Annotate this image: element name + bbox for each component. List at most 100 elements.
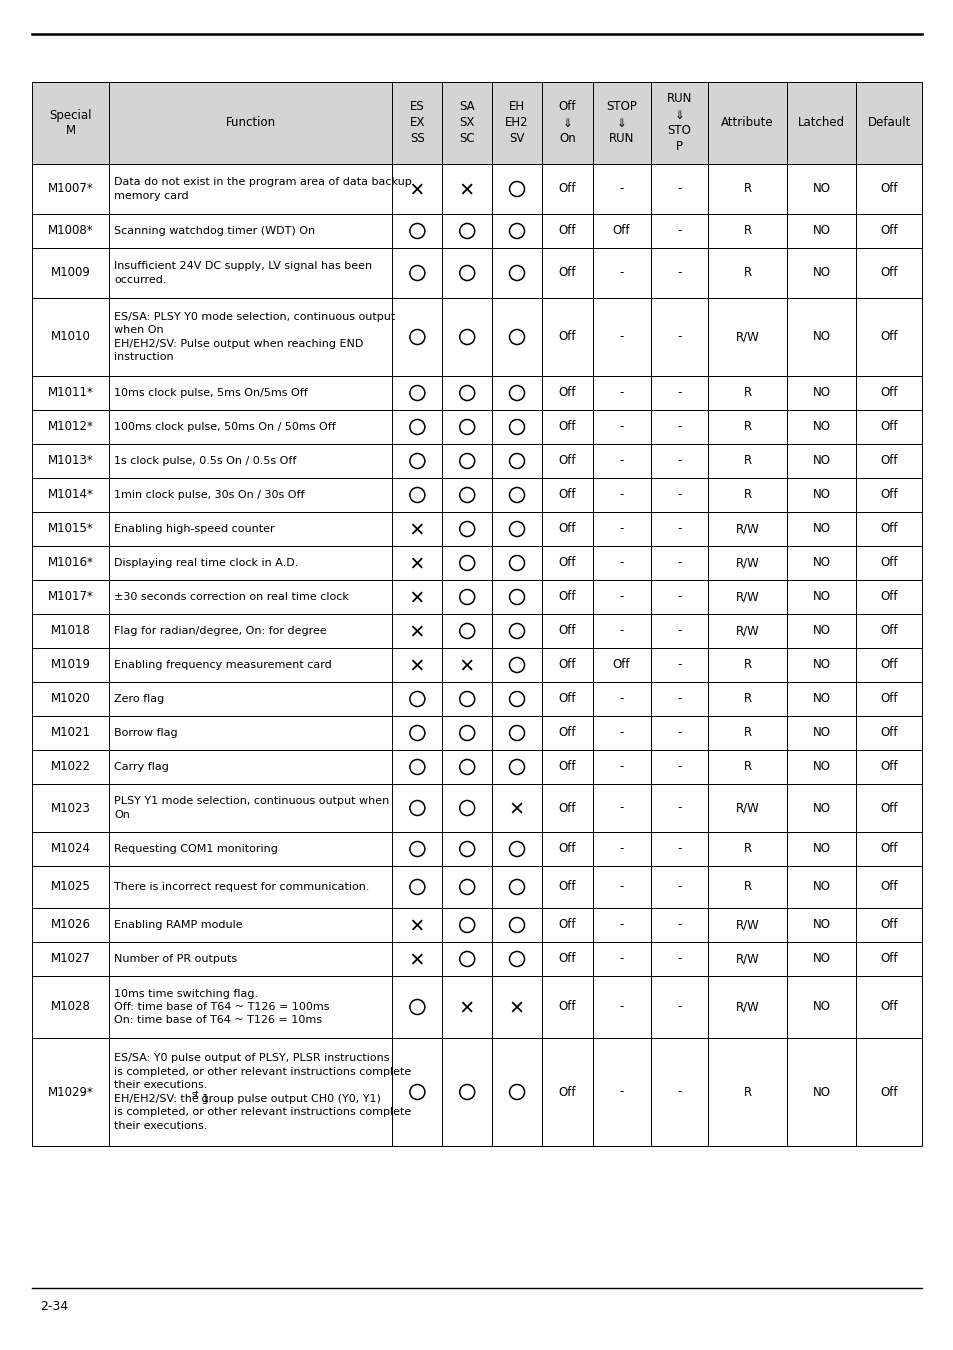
Text: -: - — [618, 266, 623, 279]
Bar — [592, 751, 650, 784]
Text: R: R — [742, 760, 751, 774]
Text: NO: NO — [812, 659, 829, 671]
Bar — [592, 298, 650, 377]
Bar — [492, 512, 541, 545]
Bar — [592, 215, 650, 248]
Text: their executions.: their executions. — [114, 1080, 208, 1091]
Bar — [492, 377, 541, 410]
Text: -: - — [677, 760, 681, 774]
Text: R/W: R/W — [735, 953, 759, 965]
Bar — [110, 248, 392, 298]
Bar — [32, 614, 110, 648]
Bar — [442, 410, 492, 444]
Text: Off: Off — [558, 420, 576, 433]
Text: -: - — [677, 556, 681, 570]
Bar — [32, 648, 110, 682]
Text: -: - — [677, 659, 681, 671]
Bar — [392, 163, 442, 215]
Text: M1027: M1027 — [51, 953, 91, 965]
Bar — [708, 163, 786, 215]
Text: NO: NO — [812, 953, 829, 965]
Text: NO: NO — [812, 331, 829, 343]
Text: R: R — [742, 842, 751, 856]
Text: -: - — [618, 693, 623, 706]
Bar — [708, 832, 786, 865]
Text: Off: Off — [880, 953, 897, 965]
Bar — [442, 942, 492, 976]
Text: M1028: M1028 — [51, 1000, 91, 1014]
Bar — [492, 614, 541, 648]
Text: NO: NO — [812, 590, 829, 603]
Bar — [541, 784, 592, 832]
Bar — [786, 215, 855, 248]
Text: M1009: M1009 — [51, 266, 91, 279]
Bar — [541, 163, 592, 215]
Bar — [442, 545, 492, 580]
Bar — [855, 248, 921, 298]
Text: ES
EX
SS: ES EX SS — [409, 100, 425, 146]
Bar — [392, 215, 442, 248]
Text: M1010: M1010 — [51, 331, 91, 343]
Bar — [392, 1038, 442, 1146]
Text: Off: Off — [880, 224, 897, 238]
Text: Off: Off — [558, 331, 576, 343]
Bar — [855, 976, 921, 1038]
Bar — [32, 478, 110, 512]
Bar — [786, 1038, 855, 1146]
Text: Off: Off — [558, 659, 576, 671]
Bar — [110, 580, 392, 614]
Text: Zero flag: Zero flag — [114, 694, 165, 703]
Text: Off: Off — [558, 455, 576, 467]
Text: M1007*: M1007* — [48, 182, 93, 196]
Text: R/W: R/W — [735, 556, 759, 570]
Text: R: R — [742, 420, 751, 433]
Bar — [442, 478, 492, 512]
Text: -: - — [618, 590, 623, 603]
Bar — [442, 976, 492, 1038]
Text: -: - — [618, 953, 623, 965]
Text: Enabling frequency measurement card: Enabling frequency measurement card — [114, 660, 332, 670]
Bar — [442, 82, 492, 163]
Text: -: - — [677, 842, 681, 856]
Text: Special
M: Special M — [50, 108, 91, 138]
Bar — [786, 82, 855, 163]
Bar — [392, 942, 442, 976]
Text: -: - — [618, 802, 623, 814]
Text: R: R — [742, 386, 751, 400]
Text: M1011*: M1011* — [48, 386, 93, 400]
Text: NO: NO — [812, 556, 829, 570]
Bar — [32, 82, 110, 163]
Bar — [650, 909, 708, 942]
Bar — [492, 865, 541, 909]
Bar — [650, 248, 708, 298]
Text: Off: Off — [880, 455, 897, 467]
Bar — [592, 976, 650, 1038]
Bar — [592, 909, 650, 942]
Text: -: - — [677, 918, 681, 932]
Bar — [541, 614, 592, 648]
Bar — [786, 377, 855, 410]
Bar — [392, 751, 442, 784]
Bar — [110, 298, 392, 377]
Bar — [786, 865, 855, 909]
Bar — [32, 545, 110, 580]
Bar — [786, 716, 855, 751]
Text: Off: Off — [880, 842, 897, 856]
Text: Borrow flag: Borrow flag — [114, 728, 178, 738]
Text: Enabling RAMP module: Enabling RAMP module — [114, 919, 243, 930]
Bar — [650, 1038, 708, 1146]
Text: Off: Off — [558, 918, 576, 932]
Bar — [650, 832, 708, 865]
Bar — [492, 298, 541, 377]
Bar — [32, 215, 110, 248]
Bar — [855, 716, 921, 751]
Bar — [650, 444, 708, 478]
Bar — [442, 1038, 492, 1146]
Bar — [541, 512, 592, 545]
Text: STOP
⇓
RUN: STOP ⇓ RUN — [605, 100, 637, 146]
Bar — [708, 377, 786, 410]
Bar — [492, 410, 541, 444]
Text: SA
SX
SC: SA SX SC — [459, 100, 475, 146]
Bar — [32, 444, 110, 478]
Text: R/W: R/W — [735, 1000, 759, 1014]
